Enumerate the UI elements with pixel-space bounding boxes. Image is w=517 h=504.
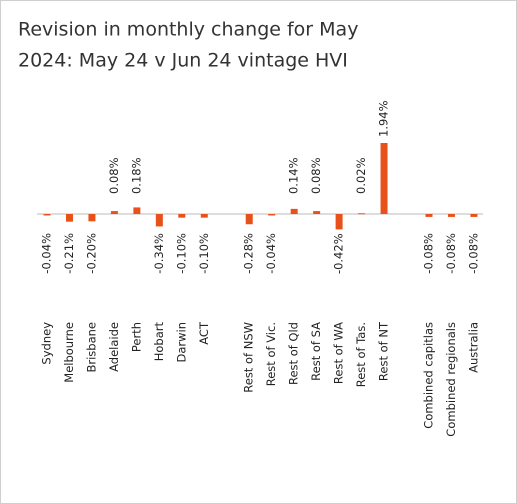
x-tick-label: Rest of NT (377, 321, 391, 381)
value-label: -0.04% (264, 233, 278, 274)
chart-title: Revision in monthly change for May (18, 19, 358, 41)
x-tick-label: Combined capitlas (421, 322, 435, 429)
value-label: -0.28% (242, 233, 256, 274)
bar (290, 208, 298, 214)
x-tick-label: Sydney (40, 322, 54, 365)
bar (380, 142, 388, 214)
x-tick-label: Rest of Tas. (354, 322, 368, 387)
value-label: 1.94% (377, 100, 391, 137)
chart-title: 2024: May 24 v Jun 24 vintage HVI (18, 50, 348, 72)
x-tick-label: Adelaide (107, 322, 121, 372)
bar (358, 213, 366, 215)
x-tick-label: Rest of SA (309, 322, 323, 381)
value-label: -0.34% (152, 233, 166, 274)
bar (335, 214, 343, 230)
value-label: -0.10% (174, 233, 188, 274)
x-tick-label: Rest of WA (332, 322, 346, 384)
bar (245, 214, 253, 225)
value-label: 0.08% (107, 157, 121, 194)
x-tick-label: Hobart (152, 322, 166, 362)
value-label: -0.21% (62, 233, 76, 274)
value-label: -0.42% (332, 233, 346, 274)
bar (88, 214, 96, 222)
x-tick-label: ACT (197, 321, 211, 345)
value-label: -0.20% (84, 233, 98, 274)
bar (65, 214, 73, 222)
x-tick-label: Rest of NSW (242, 322, 256, 393)
x-tick-label: Brisbane (84, 322, 98, 373)
x-tick-label: Rest of Qld (287, 322, 301, 385)
value-label: 0.18% (129, 157, 143, 194)
x-tick-label: Rest of Vic. (264, 322, 278, 386)
bar (268, 214, 276, 216)
bar (425, 214, 433, 217)
bar (447, 214, 455, 217)
x-tick-label: Australia (466, 322, 480, 373)
bar (110, 211, 118, 214)
value-label: -0.08% (444, 233, 458, 274)
value-label: -0.10% (197, 233, 211, 274)
x-tick-label: Melbourne (62, 322, 76, 383)
bar (133, 207, 141, 214)
x-tick-label: Perth (129, 322, 143, 352)
value-label: -0.08% (421, 233, 435, 274)
bar (155, 214, 163, 227)
value-label: 0.14% (287, 157, 301, 194)
x-tick-label: Darwin (174, 322, 188, 363)
x-tick-label: Combined regionals (444, 322, 458, 437)
value-label: -0.04% (40, 233, 54, 274)
bar (200, 214, 208, 218)
bar (178, 214, 186, 218)
bar (43, 214, 51, 216)
value-label: -0.08% (466, 233, 480, 274)
bar (470, 214, 478, 217)
value-label: 0.02% (354, 157, 368, 194)
bar (313, 211, 321, 214)
value-label: 0.08% (309, 157, 323, 194)
